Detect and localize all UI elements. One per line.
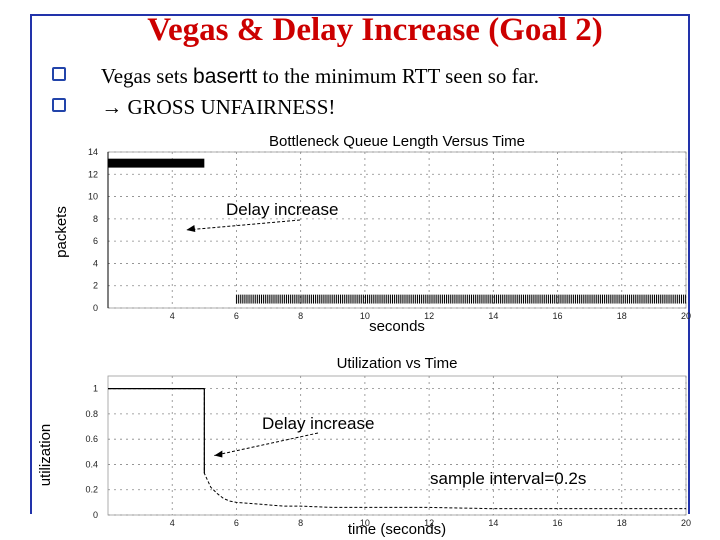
chart2-x-tick: 10 [360,518,370,528]
bullet-1-suffix: to the minimum RTT seen so far. [257,64,540,88]
chart2-x-tick: 4 [170,518,175,528]
chart2-y-tick: 0.8 [85,409,98,419]
chart2-annotation-sample: sample interval=0.2s [430,469,586,488]
chart1-title: Bottleneck Queue Length Versus Time [269,133,525,150]
chart2-y-tick: 1 [93,384,98,394]
chart2-title: Utilization vs Time [337,355,458,372]
chart1-annotation: Delay increase [226,200,338,219]
chart1-y-tick: 4 [93,258,98,268]
chart1-x-tick: 4 [170,311,175,321]
slide-frame [30,14,690,514]
chart1-x-label: seconds [369,318,425,335]
chart1-x-tick: 12 [424,311,434,321]
chart2-series-line [108,388,686,510]
chart2-x-tick: 20 [681,518,691,528]
chart1-y-label: packets [53,206,70,258]
chart1-x-tick: 10 [360,311,370,321]
chart1-bar [108,158,205,168]
chart1-annotation-arrowhead [186,225,196,232]
bullet-2-text: → GROSS UNFAIRNESS! [101,95,336,119]
chart1-annotation-arrow [186,219,301,231]
chart2-x-tick: 12 [424,518,434,528]
chart1-x-tick: 20 [681,311,691,321]
chart2-y-tick: 0.6 [85,434,98,444]
bullet-2: → GROSS UNFAIRNESS! [52,95,335,120]
bullet-1-prefix: Vegas sets [100,64,194,88]
chart2-y-label: utilization [37,424,54,487]
chart1-y-tick: 8 [93,214,98,224]
chart2-x-tick: 8 [298,518,303,528]
chart2-annotation-arrow [214,432,319,456]
chart2-y-tick: 0.4 [85,459,98,469]
chart1-x-tick: 18 [617,311,627,321]
chart1-y-tick: 14 [88,147,98,157]
chart2-frame [107,375,687,516]
chart1-y-tick: 12 [88,169,98,179]
slide-title: Vegas & Delay Increase (Goal 2) [147,12,603,48]
chart2-annotation: Delay increase [262,414,374,433]
chart1-x-tick: 16 [553,311,563,321]
bullet-square-icon [52,98,66,112]
bullet-1-code: basertt [193,65,258,88]
chart1-x-tick: 14 [488,311,498,321]
chart1-x-tick: 8 [298,311,303,321]
bullet-square-icon [52,67,66,81]
chart2-x-tick: 16 [553,518,563,528]
bullet-1: Vegas sets basertt to the minimum RTT se… [52,64,539,89]
chart2-annotation-arrowhead [214,450,223,458]
chart2-x-label: time (seconds) [348,521,446,538]
chart1-y-tick: 2 [93,281,98,291]
chart1-y-tick: 0 [93,303,98,313]
chart1-x-tick: 6 [234,311,239,321]
chart2-x-tick: 18 [617,518,627,528]
chart2-y-tick: 0.2 [85,485,98,495]
chart1-y-tick: 6 [93,236,98,246]
chart2-x-tick: 6 [234,518,239,528]
chart2-y-tick: 0 [93,510,98,520]
chart1-y-tick: 10 [88,192,98,202]
chart2-x-tick: 14 [488,518,498,528]
